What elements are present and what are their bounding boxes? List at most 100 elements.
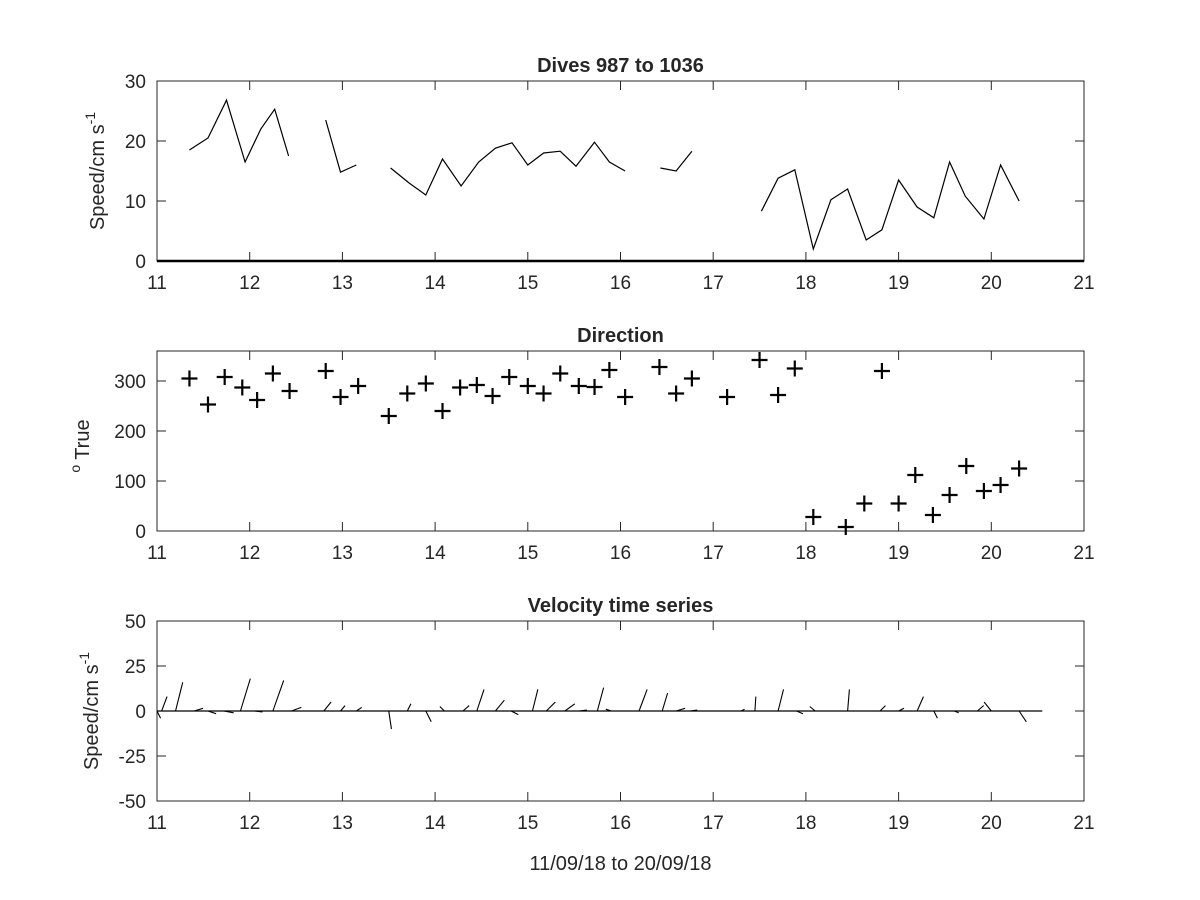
direction-panel-ylabel: o True <box>67 419 94 472</box>
direction-panel-ylabel-text: True <box>72 419 94 459</box>
direction-panel-point <box>181 370 198 387</box>
velocity-panel-vector <box>340 705 346 712</box>
direction-panel-point <box>873 363 890 379</box>
speed-panel-series-line-3 <box>660 150 693 172</box>
direction-panel-point <box>484 388 501 404</box>
velocity-panel-vector <box>193 707 204 712</box>
speed-panel-ytick-label: 10 <box>125 192 146 213</box>
speed-panel-xtick-label: 13 <box>332 273 353 294</box>
velocity-panel-ytick-label: 0 <box>135 702 146 723</box>
velocity-panel-xtick-label: 16 <box>610 813 631 834</box>
velocity-panel-xtick-label: 12 <box>239 813 260 834</box>
velocity-panel-vector <box>476 689 485 712</box>
direction-panel-point <box>805 509 822 525</box>
velocity-panel-vector <box>323 701 332 712</box>
velocity-panel-ytick-label: 25 <box>125 657 146 678</box>
velocity-panel-vector <box>406 703 412 712</box>
velocity-panel-ytick-label: -25 <box>119 747 146 768</box>
direction-panel-ytick-label: 200 <box>114 422 146 443</box>
velocity-panel-vector <box>564 703 576 712</box>
direction-panel-point <box>552 365 569 382</box>
speed-panel-xtick-label: 20 <box>981 273 1002 294</box>
direction-panel-point <box>452 379 469 396</box>
direction-panel-point <box>907 467 924 483</box>
velocity-panel-vector <box>355 706 363 712</box>
direction-panel-xtick-label: 13 <box>332 543 353 564</box>
speed-panel-xtick-label: 17 <box>703 273 724 294</box>
direction-panel-ylabel-superscript: o <box>67 465 83 473</box>
velocity-panel-vector <box>898 707 905 712</box>
speed-panel-xtick-label: 12 <box>239 273 260 294</box>
direction-panel-point <box>924 507 941 523</box>
velocity-panel-xtick-label: 14 <box>425 813 447 834</box>
velocity-panel-vector <box>239 678 251 712</box>
velocity-panel-vector <box>156 710 162 719</box>
direction-panel-point <box>399 385 416 402</box>
speed-panel-ytick-label: 20 <box>125 132 146 153</box>
speed-panel-xtick-label: 16 <box>610 273 631 294</box>
velocity-panel-vector <box>638 689 648 712</box>
velocity-panel-ytick-label: -50 <box>119 792 146 813</box>
velocity-panel-vector <box>578 709 587 712</box>
direction-panel-point <box>958 458 975 474</box>
direction-panel-point <box>380 408 397 424</box>
direction-panel-point <box>281 383 298 399</box>
speed-panel-series-line-2 <box>390 141 626 196</box>
direction-panel-point <box>216 369 233 385</box>
direction-panel-point <box>890 495 907 512</box>
velocity-panel-vector <box>596 687 605 712</box>
direction-panel-point <box>668 385 685 402</box>
speed-panel-xtick-label: 19 <box>888 273 909 294</box>
velocity-panel-ylabel-text: Speed/cm s <box>81 664 103 770</box>
direction-panel: Direction o True 11 12 13 14 15 16 17 18 19 20 21 0 1… <box>67 325 1095 564</box>
velocity-panel: Velocity time series Speed/cm s-1 11/09/… <box>76 595 1095 875</box>
speed-panel-ytick-label: 0 <box>135 252 146 273</box>
velocity-panel-vector <box>272 680 285 712</box>
direction-panel-point <box>837 519 854 535</box>
direction-panel-point <box>601 362 618 378</box>
velocity-panel-xtick-label: 18 <box>795 813 816 834</box>
speed-panel-xtick-label: 15 <box>517 273 538 294</box>
direction-panel-point <box>856 495 873 512</box>
velocity-panel-vector <box>494 699 505 712</box>
direction-panel-point <box>434 403 451 419</box>
speed-panel-xtick-label: 14 <box>425 273 447 294</box>
velocity-panel-vector <box>439 706 445 712</box>
speed-panel-series-line-0 <box>189 98 290 164</box>
velocity-panel-vector <box>847 689 850 712</box>
direction-panel-point <box>617 389 634 405</box>
velocity-panel-vector <box>605 708 612 712</box>
velocity-panel-xtick-label: 13 <box>332 813 353 834</box>
velocity-panel-xlabel: 11/09/18 to 20/09/18 <box>529 853 711 875</box>
speed-panel: Dives 987 to 1036 Speed/cm s-1 11 12 13 14 1… <box>82 55 1095 294</box>
direction-panel-xtick-label: 18 <box>795 543 816 564</box>
direction-panel-point <box>264 365 281 382</box>
velocity-panel-vector <box>175 682 184 712</box>
velocity-panel-vector <box>1018 710 1027 723</box>
direction-panel-point <box>519 378 536 394</box>
velocity-panel-ytick-label: 50 <box>125 612 146 633</box>
direction-panel-point <box>770 387 787 403</box>
velocity-panel-vector <box>809 706 816 712</box>
speed-panel-series-line-1 <box>325 119 357 174</box>
direction-panel-xtick-label: 11 <box>147 543 167 564</box>
direction-panel-xtick-label: 15 <box>517 543 538 564</box>
velocity-panel-ylabel: Speed/cm s-1 <box>76 652 103 770</box>
velocity-panel-title: Velocity time series <box>528 595 714 617</box>
direction-panel-point <box>535 385 552 402</box>
velocity-panel-vector <box>207 710 217 715</box>
velocity-panel-vector <box>545 701 556 712</box>
velocity-panel-vector <box>531 689 539 712</box>
velocity-panel-vector <box>983 701 992 712</box>
direction-panel-point <box>249 392 266 408</box>
velocity-panel-vector <box>916 696 924 712</box>
velocity-panel-xtick-label: 15 <box>517 813 538 834</box>
direction-panel-point <box>234 379 251 396</box>
direction-panel-xtick-label: 17 <box>703 543 724 564</box>
direction-panel-title: Direction <box>577 325 664 347</box>
direction-panel-point <box>417 375 434 392</box>
velocity-panel-vector <box>689 709 698 712</box>
velocity-panel-vector <box>954 710 959 714</box>
direction-panel-point <box>199 396 216 413</box>
